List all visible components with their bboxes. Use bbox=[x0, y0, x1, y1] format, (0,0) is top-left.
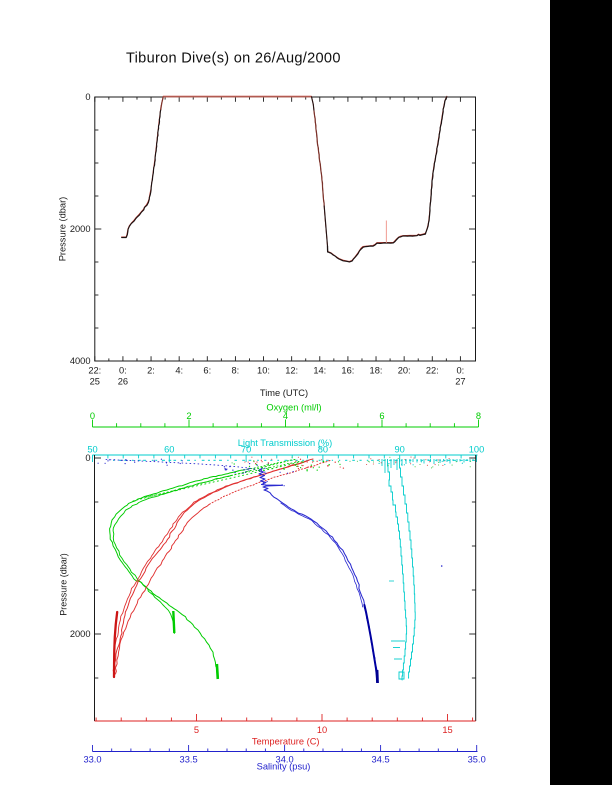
svg-text:0: 0 bbox=[90, 411, 95, 421]
svg-text:10:: 10: bbox=[257, 366, 270, 376]
svg-text:22:: 22: bbox=[88, 366, 101, 376]
svg-text:14:: 14: bbox=[313, 366, 326, 376]
svg-text:2: 2 bbox=[186, 411, 191, 421]
svg-text:8: 8 bbox=[476, 411, 481, 421]
svg-text:6: 6 bbox=[379, 411, 384, 421]
svg-text:4000: 4000 bbox=[70, 356, 91, 366]
svg-text:18:: 18: bbox=[370, 366, 383, 376]
svg-text:80: 80 bbox=[318, 444, 328, 454]
svg-text:70: 70 bbox=[241, 444, 251, 454]
svg-text:6:: 6: bbox=[203, 366, 211, 376]
svg-text:35.0: 35.0 bbox=[468, 755, 486, 765]
svg-text:27: 27 bbox=[455, 377, 465, 387]
svg-text:12:: 12: bbox=[285, 366, 298, 376]
svg-text:0: 0 bbox=[85, 453, 90, 463]
svg-text:15: 15 bbox=[442, 725, 452, 735]
svg-text:2000: 2000 bbox=[70, 629, 91, 639]
svg-text:33.0: 33.0 bbox=[83, 755, 101, 765]
svg-text:16:: 16: bbox=[341, 366, 354, 376]
svg-text:4:: 4: bbox=[175, 366, 183, 376]
svg-text:Salinity (psu): Salinity (psu) bbox=[257, 761, 311, 771]
svg-text:8:: 8: bbox=[232, 366, 240, 376]
svg-text:0:: 0: bbox=[119, 366, 127, 376]
svg-text:Light Transmission (%): Light Transmission (%) bbox=[238, 438, 333, 448]
svg-text:100: 100 bbox=[469, 444, 485, 454]
svg-text:Time (UTC): Time (UTC) bbox=[260, 388, 308, 398]
svg-text:2:: 2: bbox=[147, 366, 155, 376]
svg-text:Pressure (dbar): Pressure (dbar) bbox=[59, 553, 69, 616]
svg-text:20:: 20: bbox=[398, 366, 411, 376]
svg-text:5: 5 bbox=[194, 725, 199, 735]
svg-text:34.0: 34.0 bbox=[276, 755, 294, 765]
svg-text:0:: 0: bbox=[457, 366, 465, 376]
svg-text:2000: 2000 bbox=[70, 224, 91, 234]
svg-text:50: 50 bbox=[87, 444, 97, 454]
svg-text:34.5: 34.5 bbox=[372, 755, 390, 765]
svg-text:Pressure (dbar): Pressure (dbar) bbox=[58, 197, 68, 262]
svg-text:4: 4 bbox=[283, 411, 288, 421]
svg-text:33.5: 33.5 bbox=[180, 755, 198, 765]
svg-text:90: 90 bbox=[395, 444, 405, 454]
svg-text:26: 26 bbox=[118, 377, 128, 387]
svg-text:25: 25 bbox=[90, 377, 100, 387]
svg-text:0: 0 bbox=[85, 92, 90, 102]
svg-text:60: 60 bbox=[164, 444, 174, 454]
svg-text:22:: 22: bbox=[426, 366, 439, 376]
svg-text:10: 10 bbox=[317, 725, 327, 735]
svg-text:Oxygen (ml/l): Oxygen (ml/l) bbox=[266, 402, 321, 412]
svg-text:Temperature (C): Temperature (C) bbox=[252, 736, 320, 746]
svg-text:Tiburon Dive(s) on 26/Aug/2000: Tiburon Dive(s) on 26/Aug/2000 bbox=[126, 51, 341, 67]
